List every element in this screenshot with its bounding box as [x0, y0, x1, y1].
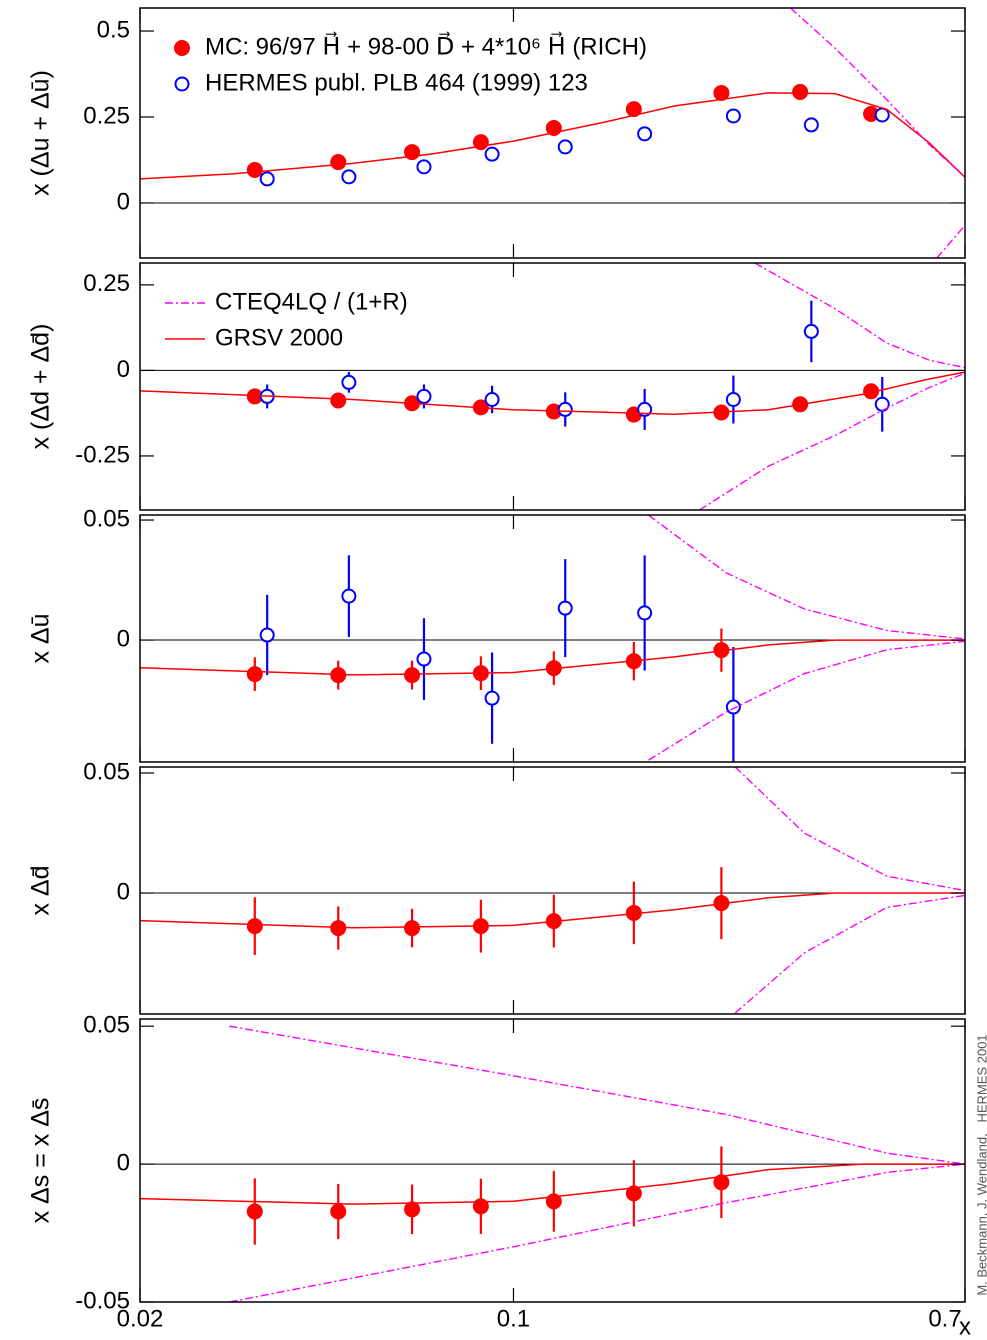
x-tick-label: 0.7: [928, 1305, 961, 1332]
y-tick-label: 0: [117, 356, 130, 383]
y-axis-label: x (Δd + Δd̄): [27, 324, 55, 450]
point: [259, 627, 275, 643]
curve: [140, 92, 965, 180]
curve: [140, 892, 965, 929]
panel-frame: [139, 1018, 966, 1303]
x-tick-label: 0.02: [117, 1305, 164, 1332]
point: [330, 392, 347, 409]
point: [725, 108, 741, 124]
panel-frame: [139, 262, 966, 511]
point: [404, 1201, 421, 1218]
y-tick-label: 0: [117, 625, 130, 652]
point: [330, 154, 347, 171]
curve: [229, 1025, 965, 1165]
y-axis-label: x Δd̄: [27, 865, 55, 915]
panel-frame: [139, 7, 966, 259]
curve: [648, 640, 965, 761]
point: [246, 666, 263, 683]
point: [557, 600, 573, 616]
point: [484, 690, 500, 706]
point: [341, 374, 357, 390]
legend-marker: [174, 40, 190, 56]
plot-area: [140, 263, 965, 510]
point: [713, 1174, 730, 1191]
point: [341, 169, 357, 185]
curve: [140, 639, 965, 676]
legend-label: HERMES publ. PLB 464 (1999) 123: [205, 69, 588, 96]
point: [472, 1198, 489, 1215]
point: [637, 126, 653, 142]
y-tick-label: -0.25: [75, 441, 130, 468]
point: [637, 605, 653, 621]
plot-area: [140, 1025, 965, 1302]
x-axis-label: x: [959, 1313, 971, 1340]
plot-area: [140, 515, 965, 762]
y-tick-label: 0.05: [83, 758, 130, 785]
y-axis-label: x (Δu + Δū): [27, 70, 55, 196]
curve: [699, 372, 965, 510]
y-tick-label: 0.5: [97, 16, 130, 43]
point: [484, 146, 500, 162]
x-tick-label: 0.1: [497, 1305, 530, 1332]
curve: [790, 8, 965, 178]
point: [416, 159, 432, 175]
curve: [734, 894, 965, 1014]
point: [404, 667, 421, 684]
curve: [936, 224, 965, 258]
y-axis-label: x Δs = x Δs̄: [27, 1098, 55, 1224]
y-axis-label: x Δū: [27, 613, 55, 663]
point: [246, 161, 263, 178]
point: [416, 388, 432, 404]
plot-area: [140, 767, 965, 1014]
point: [259, 171, 275, 187]
plot-area: [140, 8, 965, 258]
curve: [229, 1163, 965, 1302]
point: [625, 1185, 642, 1202]
curve: [648, 515, 965, 640]
point: [341, 588, 357, 604]
curve: [754, 263, 965, 369]
point: [792, 83, 809, 100]
point: [404, 920, 421, 937]
legend-label: GRSV 2000: [215, 324, 343, 351]
y-tick-label: 0: [117, 1149, 130, 1176]
point: [246, 1203, 263, 1220]
point: [416, 651, 432, 667]
y-tick-label: 0.25: [83, 102, 130, 129]
point: [246, 918, 263, 935]
credit: M. Beckmann, J. Wendland, HERMES 2001: [974, 1034, 987, 1295]
point: [330, 1203, 347, 1220]
point: [557, 139, 573, 155]
point: [484, 392, 500, 407]
curve: [140, 371, 965, 415]
y-tick-label: 0.05: [83, 1012, 130, 1039]
curve: [734, 767, 965, 892]
legend-marker: [174, 76, 190, 92]
y-tick-label: 0: [117, 188, 130, 215]
point: [874, 107, 890, 123]
y-tick-label: 0.05: [83, 505, 130, 532]
point: [725, 699, 741, 715]
point: [803, 117, 819, 133]
point: [725, 392, 741, 407]
y-tick-label: 0: [117, 878, 130, 905]
point: [803, 323, 819, 339]
panel-frame: [139, 514, 966, 763]
point: [713, 84, 730, 101]
curve: [140, 1163, 965, 1205]
y-tick-label: 0.25: [83, 270, 130, 297]
legend-label: CTEQ4LQ / (1+R): [215, 288, 408, 315]
point: [557, 401, 573, 417]
y-tick-label: -0.05: [75, 1287, 130, 1314]
legend-label: MC: 96/97 H⃗ + 98-00 D⃗ + 4*10⁶ H⃗ (RICH…: [205, 31, 647, 60]
panel-frame: [139, 766, 966, 1015]
